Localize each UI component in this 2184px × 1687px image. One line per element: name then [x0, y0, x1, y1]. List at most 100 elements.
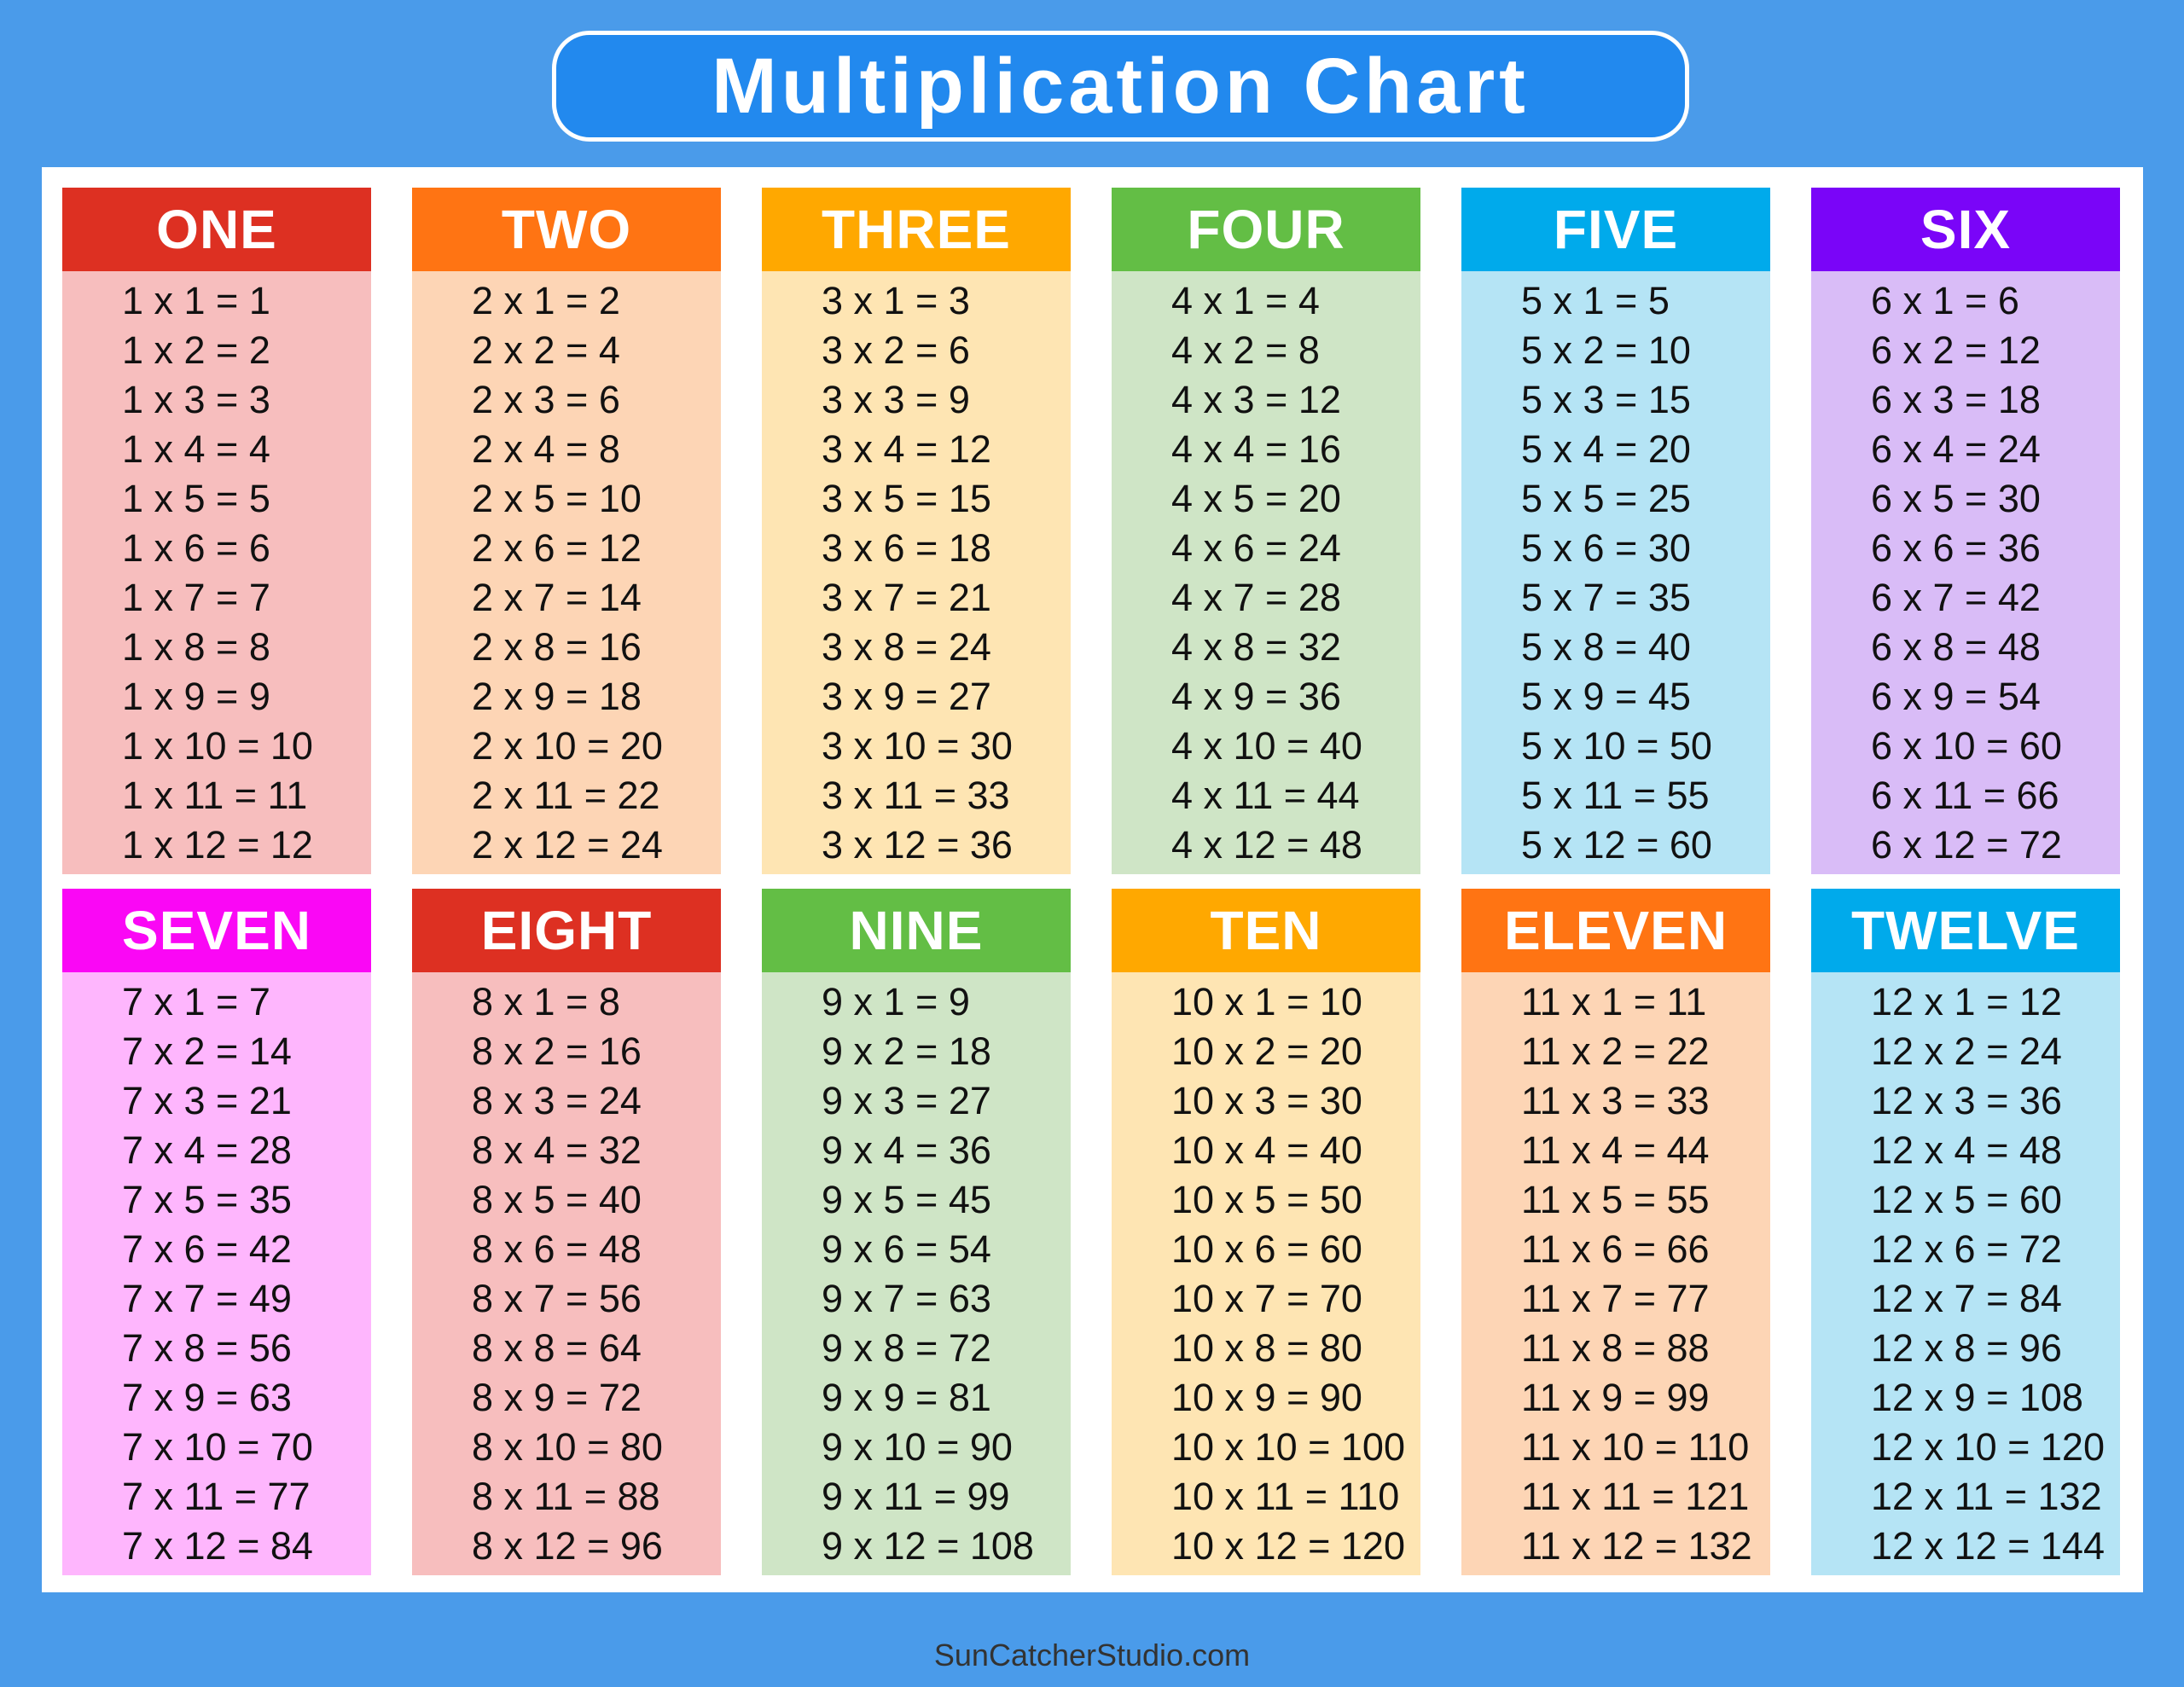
table-three: THREE 3 x 1 = 3 3 x 2 = 6 3 x 3 = 9 3 x 4 = … [762, 188, 1071, 874]
table-row: 2 x 9 = 18 [472, 675, 642, 718]
table-row: 8 x 6 = 48 [472, 1227, 642, 1271]
table-row: 7 x 10 = 70 [122, 1425, 313, 1469]
table-row: 4 x 3 = 12 [1171, 378, 1341, 421]
table-row: 4 x 8 = 32 [1171, 625, 1341, 669]
table-row: 7 x 5 = 35 [122, 1178, 292, 1221]
table-row: 8 x 10 = 80 [472, 1425, 663, 1469]
table-header: NINE [762, 889, 1071, 972]
table-body: 6 x 1 = 6 6 x 2 = 12 6 x 3 = 18 6 x 4 = 24 6… [1811, 271, 2120, 874]
table-body: 10 x 1 = 10 10 x 2 = 20 10 x 3 = 30 10 x 4 … [1112, 972, 1420, 1575]
table-header: TWO [412, 188, 721, 271]
table-row: 3 x 2 = 6 [822, 328, 970, 372]
table-row: 3 x 8 = 24 [822, 625, 991, 669]
table-row: 4 x 6 = 24 [1171, 526, 1341, 570]
table-row: 8 x 8 = 64 [472, 1326, 642, 1370]
table-row: 9 x 8 = 72 [822, 1326, 991, 1370]
table-row: 8 x 9 = 72 [472, 1376, 642, 1419]
table-row: 7 x 6 = 42 [122, 1227, 292, 1271]
table-row: 2 x 5 = 10 [472, 477, 642, 520]
table-row: 10 x 12 = 120 [1171, 1524, 1405, 1568]
table-row: 2 x 4 = 8 [472, 427, 620, 471]
table-row: 11 x 1 = 11 [1521, 980, 1707, 1023]
table-row: 2 x 6 = 12 [472, 526, 642, 570]
table-header: EIGHT [412, 889, 721, 972]
table-row: 8 x 7 = 56 [472, 1277, 642, 1320]
table-row: 10 x 2 = 20 [1171, 1029, 1362, 1073]
table-five: FIVE 5 x 1 = 5 5 x 2 = 10 5 x 3 = 15 5 x 4 =… [1461, 188, 1770, 874]
table-header: TWELVE [1811, 889, 2120, 972]
table-row: 4 x 10 = 40 [1171, 724, 1362, 768]
table-six: SIX 6 x 1 = 6 6 x 2 = 12 6 x 3 = 18 6 x 4 = … [1811, 188, 2120, 874]
table-row: 3 x 9 = 27 [822, 675, 991, 718]
table-row: 10 x 8 = 80 [1171, 1326, 1362, 1370]
table-row: 3 x 5 = 15 [822, 477, 991, 520]
table-row: 1 x 10 = 10 [122, 724, 313, 768]
table-row: 3 x 7 = 21 [822, 576, 991, 619]
table-row: 4 x 7 = 28 [1171, 576, 1341, 619]
table-row: 12 x 8 = 96 [1871, 1326, 2062, 1370]
table-row: 12 x 11 = 132 [1871, 1475, 2102, 1518]
table-row: 7 x 9 = 63 [122, 1376, 292, 1419]
title-banner: Multiplication Chart [552, 31, 1689, 142]
table-body: 8 x 1 = 8 8 x 2 = 16 8 x 3 = 24 8 x 4 = 32 8… [412, 972, 721, 1575]
table-row: 6 x 5 = 30 [1871, 477, 2041, 520]
table-row: 4 x 5 = 20 [1171, 477, 1341, 520]
table-row: 1 x 2 = 2 [122, 328, 270, 372]
table-row: 8 x 2 = 16 [472, 1029, 642, 1073]
table-row: 7 x 2 = 14 [122, 1029, 292, 1073]
table-eleven: ELEVEN 11 x 1 = 11 11 x 2 = 22 11 x 3 = 33 1… [1461, 889, 1770, 1575]
table-row: 11 x 10 = 110 [1521, 1425, 1750, 1469]
table-row: 8 x 11 = 88 [472, 1475, 660, 1518]
table-row: 2 x 7 = 14 [472, 576, 642, 619]
table-header: TEN [1112, 889, 1420, 972]
table-body: 9 x 1 = 9 9 x 2 = 18 9 x 3 = 27 9 x 4 = 36 9… [762, 972, 1071, 1575]
table-row: 9 x 4 = 36 [822, 1128, 991, 1172]
table-row: 3 x 4 = 12 [822, 427, 991, 471]
table-row: 2 x 10 = 20 [472, 724, 663, 768]
table-body: 4 x 1 = 4 4 x 2 = 8 4 x 3 = 12 4 x 4 = 16 4 … [1112, 271, 1420, 874]
table-row: 11 x 7 = 77 [1521, 1277, 1710, 1320]
table-row: 1 x 5 = 5 [122, 477, 270, 520]
table-row: 9 x 9 = 81 [822, 1376, 991, 1419]
table-row: 4 x 1 = 4 [1171, 279, 1320, 322]
table-row: 3 x 6 = 18 [822, 526, 991, 570]
table-ten: TEN 10 x 1 = 10 10 x 2 = 20 10 x 3 = 30 10 x… [1112, 889, 1420, 1575]
table-row: 1 x 8 = 8 [122, 625, 270, 669]
table-row: 6 x 11 = 66 [1871, 774, 2059, 817]
table-seven: SEVEN 7 x 1 = 7 7 x 2 = 14 7 x 3 = 21 7 x 4 … [62, 889, 371, 1575]
table-row: 10 x 10 = 100 [1171, 1425, 1405, 1469]
table-row: 1 x 6 = 6 [122, 526, 270, 570]
table-body: 7 x 1 = 7 7 x 2 = 14 7 x 3 = 21 7 x 4 = 28 7… [62, 972, 371, 1575]
table-row: 3 x 3 = 9 [822, 378, 970, 421]
table-row: 8 x 1 = 8 [472, 980, 620, 1023]
table-row: 7 x 12 = 84 [122, 1524, 313, 1568]
table-row: 6 x 4 = 24 [1871, 427, 2041, 471]
table-row: 12 x 12 = 144 [1871, 1524, 2105, 1568]
table-row: 1 x 1 = 1 [122, 279, 270, 322]
table-row: 12 x 9 = 108 [1871, 1376, 2083, 1419]
table-row: 6 x 3 = 18 [1871, 378, 2041, 421]
table-row: 6 x 7 = 42 [1871, 576, 2041, 619]
table-row: 5 x 5 = 25 [1521, 477, 1691, 520]
table-body: 11 x 1 = 11 11 x 2 = 22 11 x 3 = 33 11 x 4 … [1461, 972, 1770, 1575]
table-row: 5 x 4 = 20 [1521, 427, 1691, 471]
table-body: 12 x 1 = 12 12 x 2 = 24 12 x 3 = 36 12 x 4 … [1811, 972, 2120, 1575]
table-row: 1 x 4 = 4 [122, 427, 270, 471]
table-header: SIX [1811, 188, 2120, 271]
table-row: 12 x 7 = 84 [1871, 1277, 2062, 1320]
table-row: 8 x 12 = 96 [472, 1524, 663, 1568]
table-row: 1 x 11 = 11 [122, 774, 308, 817]
table-row: 12 x 10 = 120 [1871, 1425, 2105, 1469]
table-row: 7 x 3 = 21 [122, 1079, 292, 1122]
table-header: ONE [62, 188, 371, 271]
table-row: 11 x 2 = 22 [1521, 1029, 1710, 1073]
table-row: 11 x 9 = 99 [1521, 1376, 1710, 1419]
table-row: 10 x 6 = 60 [1171, 1227, 1362, 1271]
table-row: 2 x 11 = 22 [472, 774, 660, 817]
table-body: 5 x 1 = 5 5 x 2 = 10 5 x 3 = 15 5 x 4 = 20 5… [1461, 271, 1770, 874]
table-four: FOUR 4 x 1 = 4 4 x 2 = 8 4 x 3 = 12 4 x 4 = … [1112, 188, 1420, 874]
table-row: 6 x 10 = 60 [1871, 724, 2062, 768]
table-row: 12 x 6 = 72 [1871, 1227, 2062, 1271]
table-twelve: TWELVE 12 x 1 = 12 12 x 2 = 24 12 x 3 = 36 1… [1811, 889, 2120, 1575]
